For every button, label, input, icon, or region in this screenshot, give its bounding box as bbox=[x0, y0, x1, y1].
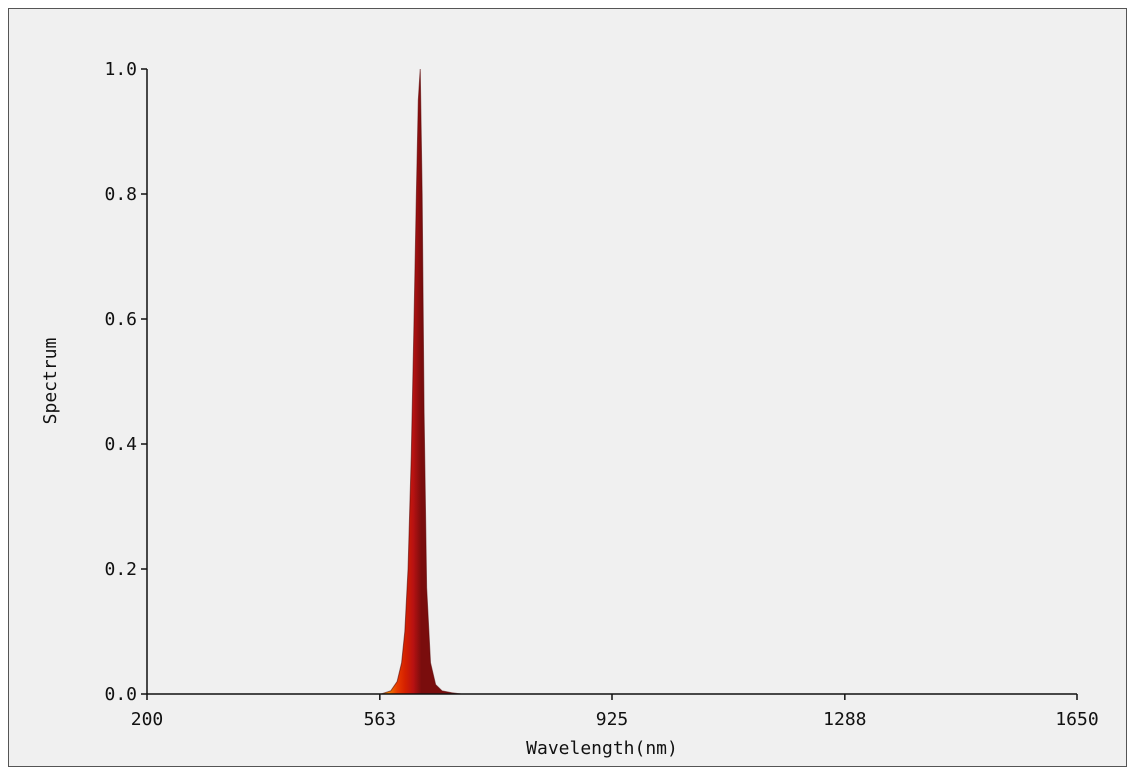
spectrum-chart: 200 563 925 1288 1650 0.0 0.2 0.4 0.6 0.8 1.0 Wave… bbox=[40, 59, 1099, 759]
x-tick-label: 563 bbox=[364, 709, 397, 730]
x-tick-label: 925 bbox=[596, 709, 629, 730]
x-tick-label: 1288 bbox=[823, 709, 866, 730]
y-tick-label: 0.4 bbox=[104, 434, 137, 455]
spectrum-area bbox=[381, 69, 462, 694]
x-axis-title: Wavelength(nm) bbox=[526, 738, 678, 759]
x-tick-label: 200 bbox=[131, 709, 164, 730]
y-tick-label: 0.0 bbox=[104, 684, 137, 705]
y-tick-label: 1.0 bbox=[104, 59, 137, 80]
chart-frame: 200 563 925 1288 1650 0.0 0.2 0.4 0.6 0.8 1.0 Wave… bbox=[8, 8, 1127, 767]
y-tick-label: 0.6 bbox=[104, 309, 137, 330]
y-axis-title: Spectrum bbox=[40, 338, 61, 425]
x-tick-label: 1650 bbox=[1055, 709, 1098, 730]
y-tick-label: 0.8 bbox=[104, 184, 137, 205]
spectrum-line bbox=[380, 68, 462, 695]
y-tick-label: 0.2 bbox=[104, 559, 137, 580]
